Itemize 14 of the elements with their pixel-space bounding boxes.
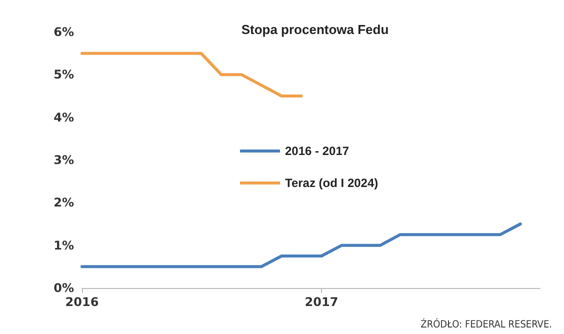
legend-label: Teraz (od I 2024) (285, 176, 378, 190)
text: ŹRÓDŁO: FEDERAL RESERVE. (420, 318, 552, 330)
y-tick-label: 3% (54, 153, 74, 167)
y-tick-label: 4% (54, 110, 74, 124)
y-tick-label: 6% (54, 25, 74, 39)
x-tick-label: 2017 (304, 295, 338, 309)
legend-label: 2016 - 2017 (285, 144, 350, 158)
line-series (80, 222, 522, 268)
y-tick-label: 1% (54, 238, 74, 252)
y-tick-label: 5% (54, 68, 74, 82)
chart-title: Stopa procentowa Fedu (241, 22, 389, 37)
y-tick-label: 0% (54, 281, 74, 295)
y-tick-label: 2% (54, 196, 74, 210)
x-tick-label: 2016 (65, 295, 99, 309)
